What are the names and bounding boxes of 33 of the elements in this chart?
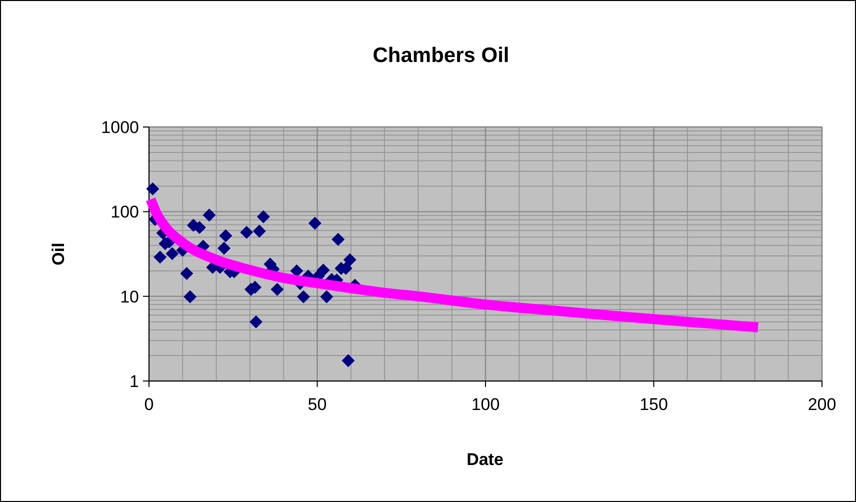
chart-title: Chambers Oil	[372, 44, 510, 67]
y-tick-label: 100	[110, 202, 139, 222]
point	[180, 267, 194, 280]
point	[316, 264, 330, 277]
y-tick-label: 10	[120, 287, 139, 306]
point	[202, 208, 216, 222]
point	[290, 264, 304, 278]
point	[270, 282, 284, 296]
point	[250, 315, 263, 328]
x-tick-label: 100	[471, 395, 500, 414]
y-tick-label: 1000	[101, 118, 139, 137]
x-tick-label: 0	[144, 395, 154, 414]
point	[320, 290, 334, 304]
point	[219, 229, 232, 242]
point	[308, 216, 322, 230]
point	[342, 354, 355, 368]
point	[184, 290, 197, 304]
point	[256, 210, 270, 224]
y-axis-title: Oil	[49, 242, 68, 266]
point	[343, 253, 356, 266]
point	[218, 242, 231, 255]
x-tick-label: 150	[640, 395, 668, 414]
y-tick-label: 1	[130, 372, 139, 391]
point	[240, 226, 254, 239]
x-axis-title: Date	[466, 450, 504, 469]
point	[296, 290, 310, 304]
point	[332, 232, 345, 246]
point	[252, 224, 266, 238]
x-tick-label: 50	[308, 395, 327, 414]
point	[146, 182, 160, 196]
point	[154, 250, 167, 264]
point	[166, 247, 179, 260]
x-tick-label: 200	[808, 395, 836, 414]
